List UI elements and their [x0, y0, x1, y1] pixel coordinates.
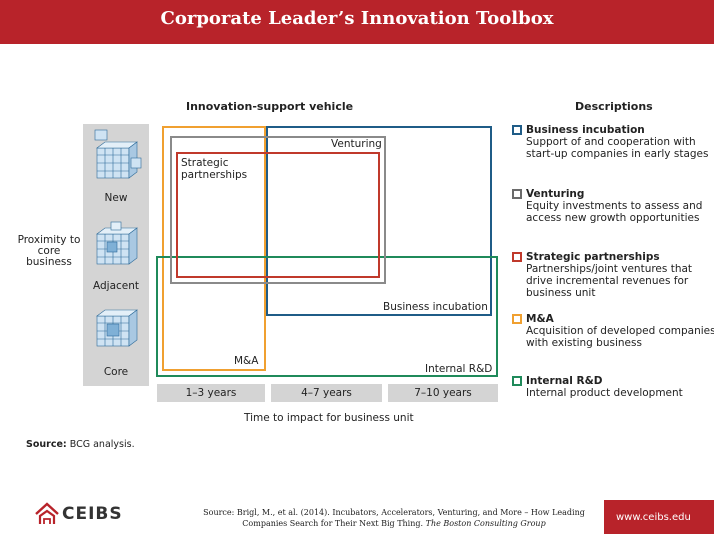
- legend-name: Venturing: [526, 188, 585, 200]
- logo-text: CEIBS: [62, 504, 123, 524]
- legend-swatch-business-incubation: [512, 125, 522, 135]
- x-axis-label: Time to impact for business unit: [244, 412, 414, 424]
- slide-title: Corporate Leader’s Innovation Toolbox: [160, 8, 554, 29]
- legend-swatch-internal-rnd: [512, 376, 522, 386]
- citation-line-2: Companies Search for Their Next Big Thin…: [184, 518, 604, 529]
- internal-rnd-box-label: Internal R&D: [425, 363, 493, 375]
- citation: Source: Brigl, M., et al. (2014). Incuba…: [184, 507, 604, 529]
- venturing-box-label: Venturing: [331, 138, 382, 150]
- descriptions-header: Descriptions: [575, 100, 653, 113]
- time-range-1: 1–3 years: [157, 384, 265, 402]
- venturing-box: [170, 136, 386, 284]
- proximity-tile-adjacent: Adjacent: [83, 212, 149, 300]
- citation-publisher: The Boston Consulting Group: [425, 519, 546, 528]
- time-range-2: 4–7 years: [271, 384, 382, 402]
- strategic-partnerships-box: [176, 152, 380, 278]
- legend-name: Internal R&D: [526, 375, 603, 387]
- legend-swatch-venturing: [512, 189, 522, 199]
- business-incubation-box-label: Business incubation: [383, 301, 488, 313]
- title-bar: Corporate Leader’s Innovation Toolbox: [0, 0, 714, 44]
- legend-name: Strategic partnerships: [526, 251, 660, 263]
- legend-swatch-mna: [512, 314, 522, 324]
- time-range-3: 7–10 years: [388, 384, 498, 402]
- citation-line-1: Source: Brigl, M., et al. (2014). Incuba…: [203, 508, 585, 517]
- strategic-box-label: Strategic partnerships: [181, 157, 248, 181]
- website-url: www.ceibs.edu: [616, 512, 691, 523]
- legend-desc: Internal product development: [526, 387, 683, 399]
- vehicle-header: Innovation-support vehicle: [186, 100, 354, 113]
- legend-desc: Equity investments to assess and access …: [526, 200, 703, 224]
- proximity-tile-core: Core: [83, 298, 149, 386]
- proximity-tile-new: New: [83, 124, 149, 212]
- legend-desc: Partnerships/joint ventures that drive i…: [526, 263, 693, 299]
- proximity-label-adjacent: Adjacent: [92, 280, 140, 292]
- mna-box: [162, 126, 266, 371]
- source-label: Source:: [26, 439, 67, 450]
- proximity-label-new: New: [104, 192, 128, 204]
- citation-line-2-plain: Companies Search for Their Next Big Thin…: [242, 519, 424, 528]
- source-text: BCG analysis.: [69, 439, 135, 450]
- cube-core-icon: [96, 309, 138, 347]
- y-axis-label: Proximity to core business: [17, 234, 81, 268]
- legend-name: M&A: [526, 313, 554, 325]
- legend-swatch-strategic: [512, 252, 522, 262]
- cube-adjacent-icon: [96, 221, 138, 265]
- internal-rnd-box: [156, 256, 498, 377]
- proximity-label-core: Core: [103, 366, 129, 378]
- legend-desc: Acquisition of developed companies with …: [526, 325, 714, 349]
- mna-box-label: M&A: [234, 355, 259, 367]
- ceibs-emblem-icon: [35, 502, 59, 524]
- url-bar: www.ceibs.edu: [604, 500, 714, 534]
- cube-new-icon: [94, 129, 142, 179]
- legend-desc: Support of and cooperation with start-up…: [526, 136, 709, 160]
- legend-name: Business incubation: [526, 124, 645, 136]
- business-incubation-box: [266, 126, 492, 316]
- source-note: Source: BCG analysis.: [26, 439, 135, 451]
